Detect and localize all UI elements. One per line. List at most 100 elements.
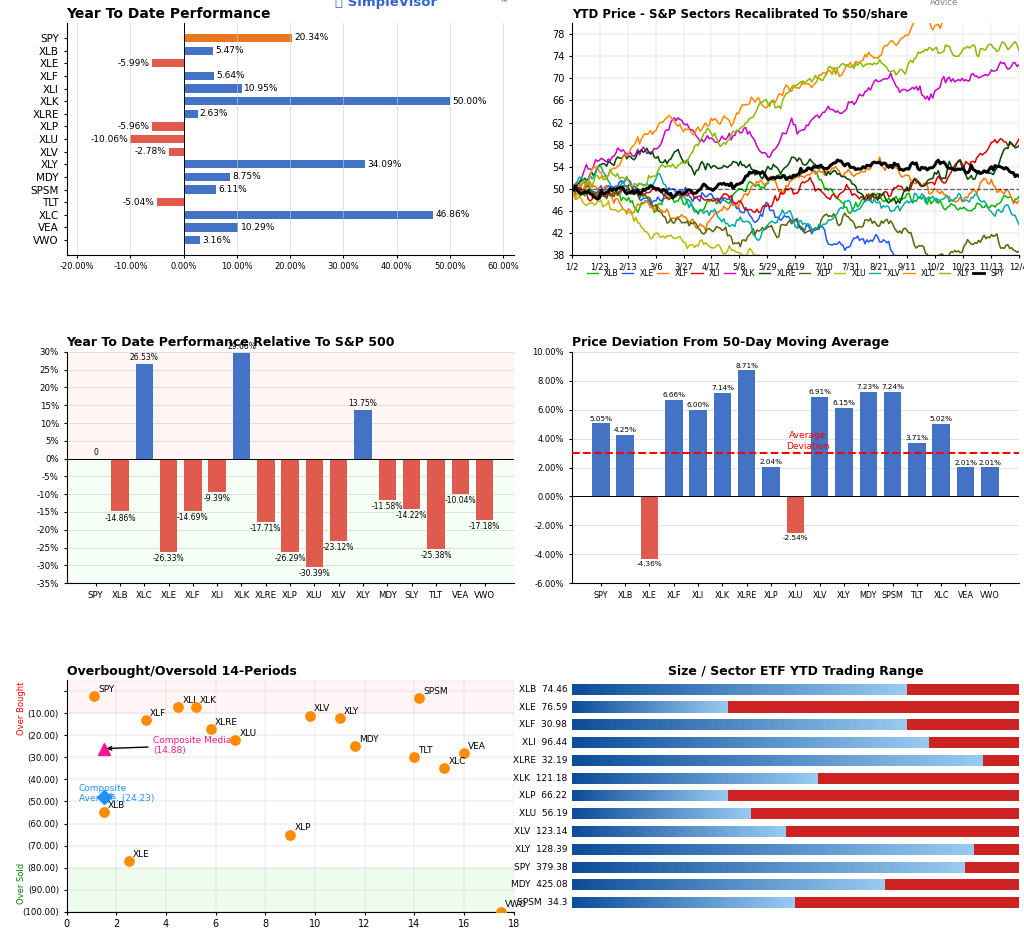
- Text: SPSM  34.3: SPSM 34.3: [517, 899, 567, 907]
- Text: XLB: XLB: [108, 801, 125, 811]
- Text: 7.14%: 7.14%: [711, 385, 734, 392]
- Bar: [571, 755, 579, 766]
- Bar: [705, 790, 708, 801]
- Bar: [922, 755, 929, 766]
- Bar: [762, 467, 779, 496]
- Bar: [596, 808, 599, 819]
- Bar: [684, 790, 686, 801]
- Bar: [718, 808, 721, 819]
- Bar: [600, 719, 605, 730]
- Bar: [668, 808, 670, 819]
- Bar: [629, 701, 632, 712]
- Bar: [666, 790, 669, 801]
- Bar: [629, 808, 632, 819]
- Bar: [873, 719, 880, 730]
- Bar: [647, 701, 650, 712]
- Bar: [847, 843, 853, 855]
- Bar: [650, 701, 652, 712]
- Bar: [585, 843, 592, 855]
- Bar: [768, 737, 774, 748]
- Bar: [673, 898, 676, 908]
- Text: -17.18%: -17.18%: [469, 522, 501, 531]
- Bar: [600, 826, 604, 837]
- Bar: [650, 719, 655, 730]
- Bar: [112, 458, 129, 511]
- Bar: [817, 880, 822, 890]
- Bar: [623, 683, 628, 695]
- Bar: [786, 496, 804, 533]
- Bar: [983, 755, 1019, 766]
- Bar: [700, 683, 706, 695]
- Bar: [981, 468, 998, 496]
- Bar: [650, 790, 652, 801]
- Bar: [691, 737, 697, 748]
- Bar: [646, 808, 649, 819]
- Bar: [628, 683, 633, 695]
- Text: 8.75%: 8.75%: [232, 172, 261, 181]
- Bar: [664, 790, 666, 801]
- Text: Composite Median,
(14.88): Composite Median, (14.88): [109, 736, 241, 755]
- Text: XLI  96.44: XLI 96.44: [522, 738, 567, 747]
- Bar: [859, 880, 864, 890]
- Bar: [632, 808, 635, 819]
- Text: Over Sold: Over Sold: [17, 863, 27, 904]
- Bar: [652, 790, 655, 801]
- Bar: [760, 772, 764, 784]
- Bar: [913, 843, 921, 855]
- Bar: [708, 880, 713, 890]
- Bar: [887, 843, 894, 855]
- Bar: [721, 790, 723, 801]
- Bar: [599, 843, 605, 855]
- Bar: [637, 737, 643, 748]
- Text: XLB  74.46: XLB 74.46: [519, 684, 567, 694]
- Bar: [603, 790, 605, 801]
- Bar: [712, 683, 717, 695]
- Text: XLC: XLC: [449, 757, 466, 767]
- Bar: [907, 843, 913, 855]
- Bar: [912, 862, 920, 872]
- Bar: [694, 701, 697, 712]
- Bar: [762, 719, 767, 730]
- Bar: [723, 719, 728, 730]
- Bar: [633, 719, 639, 730]
- Bar: [571, 772, 575, 784]
- Bar: [801, 719, 807, 730]
- Bar: [907, 719, 1019, 730]
- Bar: [751, 826, 755, 837]
- Bar: [605, 843, 612, 855]
- Bar: [686, 826, 690, 837]
- Bar: [135, 365, 153, 458]
- Text: Composite
Average, (24.23): Composite Average, (24.23): [79, 784, 155, 803]
- Bar: [795, 862, 802, 872]
- Bar: [974, 843, 1019, 855]
- Text: -5.96%: -5.96%: [118, 122, 150, 131]
- Text: 7.23%: 7.23%: [857, 384, 880, 390]
- Bar: [608, 880, 613, 890]
- Bar: [666, 843, 673, 855]
- Bar: [632, 701, 635, 712]
- Bar: [715, 826, 719, 837]
- Bar: [183, 173, 230, 181]
- Text: -14.22%: -14.22%: [396, 511, 427, 521]
- Bar: [626, 826, 629, 837]
- Bar: [616, 790, 618, 801]
- Bar: [183, 236, 201, 244]
- Bar: [571, 737, 578, 748]
- Bar: [650, 880, 655, 890]
- Bar: [770, 880, 775, 890]
- Text: 7.24%: 7.24%: [881, 384, 904, 390]
- Bar: [604, 826, 607, 837]
- Bar: [354, 410, 372, 458]
- Bar: [689, 683, 694, 695]
- Bar: [715, 772, 719, 784]
- Bar: [690, 862, 696, 872]
- Bar: [591, 898, 594, 908]
- Bar: [702, 898, 706, 908]
- Bar: [699, 843, 706, 855]
- Bar: [715, 701, 718, 712]
- Bar: [841, 862, 847, 872]
- Bar: [662, 737, 668, 748]
- Bar: [257, 458, 274, 522]
- Bar: [873, 862, 880, 872]
- Bar: [719, 772, 723, 784]
